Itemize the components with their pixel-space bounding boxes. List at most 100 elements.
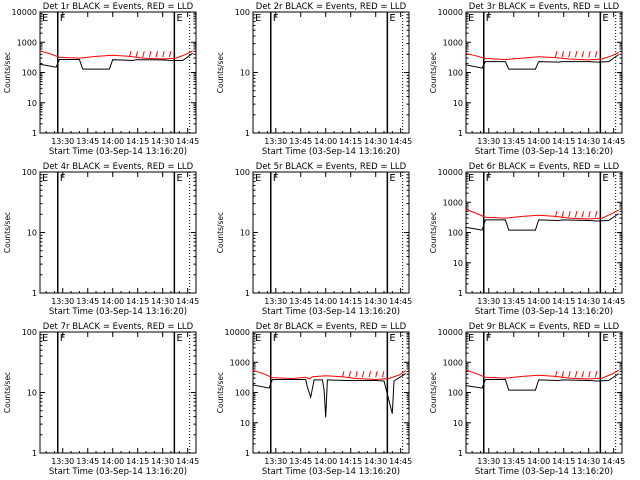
y-tick-label: 1 [245,129,250,138]
x-tick-label: 14:00 [527,457,550,466]
y-tick-label: 100 [448,229,463,238]
marker-label: E [602,13,608,24]
marker-label-left: E [42,333,48,344]
x-tick-label: 13:30 [51,137,74,146]
y-tick-label: 10000 [438,168,463,177]
x-tick-label: 14:45 [389,297,412,306]
marker-label-left: E [468,333,474,344]
x-tick-label: 14:30 [151,137,174,146]
marker-label: F [60,13,66,24]
red-spike [588,371,591,378]
marker-label: E [389,173,395,184]
panel-title: Det 3r BLACK = Events, RED = LLD [469,2,620,12]
y-tick-label: 10 [453,419,463,428]
y-tick-label: 100 [448,69,463,78]
red-spike [348,371,352,378]
y-tick-label: 100 [448,389,463,398]
y-axis-label: Counts/sec [3,212,12,253]
marker-label-left: E [42,173,48,184]
x-tick-label: 14:30 [577,457,600,466]
y-tick-label: 10 [453,259,463,268]
x-tick-label: 14:30 [364,457,387,466]
red-spike [128,51,132,58]
red-spike [341,371,345,378]
y-tick-label: 10 [240,419,250,428]
x-tick-label: 14:00 [527,297,550,306]
x-tick-label: 13:45 [502,297,525,306]
marker-label: F [60,333,66,344]
x-tick-label: 14:45 [176,297,199,306]
red-spike [574,211,578,218]
x-axis-label: Start Time (03-Sep-14 13:16:20) [49,147,187,157]
x-axis-label: Start Time (03-Sep-14 13:16:20) [475,147,613,157]
red-spike [368,371,372,378]
red-spike [568,51,571,58]
panel-title: Det 2r BLACK = Events, RED = LLD [256,2,407,12]
marker-label: F [60,173,66,184]
x-tick-label: 14:45 [389,457,412,466]
marker-label: E [602,173,608,184]
y-tick-label: 100 [235,8,250,17]
y-tick-label: 100 [22,69,37,78]
x-tick-label: 14:45 [602,137,625,146]
red-spike [135,51,139,58]
x-tick-label: 14:15 [339,457,362,466]
red-spike [168,51,172,58]
x-tick-label: 13:30 [477,137,500,146]
y-axis-label: Counts/sec [216,212,225,253]
y-axis-label: Counts/sec [429,52,438,93]
y-tick-label: 10 [27,229,37,238]
y-axis-label: Counts/sec [429,372,438,413]
x-axis-label: Start Time (03-Sep-14 13:16:20) [475,307,613,317]
marker-label: F [273,13,279,24]
y-tick-label: 100 [22,168,37,177]
x-axis-label: Start Time (03-Sep-14 13:16:20) [262,467,400,477]
red-spike [355,371,358,378]
red-spike [561,51,565,58]
marker-label: E [389,333,395,344]
marker-label-left: E [42,13,48,24]
marker-label: E [176,13,182,24]
series-black-line [465,54,619,70]
y-axis-label: Counts/sec [3,52,12,93]
x-tick-label: 13:30 [264,297,287,306]
x-tick-label: 13:30 [477,457,500,466]
x-tick-label: 14:30 [151,457,174,466]
panel-9: 13:30 13:45 14:00 14:15 14:30 14:45 1 10 100 1000… [429,322,625,477]
series-red-line [252,369,406,381]
panel-8: 13:30 13:45 14:00 14:15 14:30 14:45 1 10 100 1000… [216,322,412,477]
y-tick-label: 1 [32,449,37,458]
series-black-line [465,213,619,231]
y-tick-label: 1000 [230,358,250,367]
y-tick-label: 10000 [438,328,463,337]
x-tick-label: 14:15 [552,457,575,466]
marker-label: F [273,333,279,344]
y-tick-label: 10000 [12,8,37,17]
red-spike [581,371,585,378]
y-tick-label: 100 [235,389,250,398]
y-tick-label: 100 [235,168,250,177]
marker-label: F [486,173,492,184]
y-tick-label: 1 [458,129,463,138]
x-tick-label: 14:30 [364,297,387,306]
y-tick-label: 1000 [443,38,463,47]
red-spike [594,211,598,218]
x-axis-label: Start Time (03-Sep-14 13:16:20) [262,307,400,317]
marker-label: E [176,173,182,184]
panel-1: 13:30 13:45 14:00 14:15 14:30 14:45 1 10 100 1000… [3,2,199,157]
x-tick-label: 14:00 [101,457,124,466]
x-tick-label: 14:00 [314,457,337,466]
red-spike [574,371,578,378]
y-tick-label: 10 [27,389,37,398]
panel-7: 13:30 13:45 14:00 14:15 14:30 14:45 1 10 100 Det … [3,322,199,477]
series-black-line [252,373,406,418]
red-spike [574,51,578,58]
red-spike [554,371,558,378]
x-tick-label: 13:45 [76,297,99,306]
series-black-line [465,373,619,391]
panel-title: Det 6r BLACK = Events, RED = LLD [469,162,620,172]
marker-label: F [486,333,492,344]
x-tick-label: 14:15 [126,297,149,306]
marker-label: E [602,333,608,344]
x-tick-label: 14:30 [577,137,600,146]
